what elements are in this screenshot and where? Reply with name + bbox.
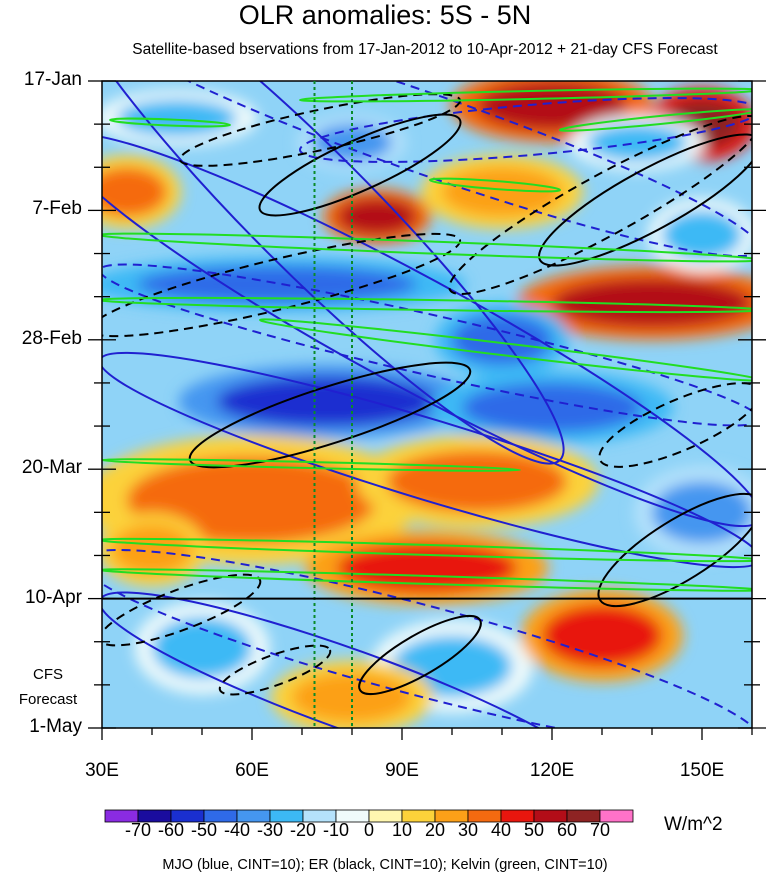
chart-title: OLR anomalies: 5S - 5N [238, 0, 532, 30]
olr-blob [292, 672, 412, 722]
x-tick-label: 120E [529, 760, 575, 781]
x-tick-label: 90E [385, 760, 419, 781]
er-contour [358, 614, 482, 696]
kelvin-contour [102, 568, 752, 592]
y-tick-label: 10-Apr [24, 586, 82, 608]
er-contour [597, 492, 752, 608]
colorbar-label: -30 [256, 820, 283, 840]
colorbar-label: -60 [157, 820, 184, 840]
olr-blob [112, 524, 192, 574]
mjo-contour [102, 81, 752, 258]
colorbar-label: 10 [391, 820, 413, 840]
chart-subtitle: Satellite-based bservations from 17-Jan-… [132, 41, 718, 58]
er-contour [258, 113, 462, 217]
kelvin-contour [108, 117, 232, 128]
er-contour [102, 232, 462, 338]
olr-anomaly-field [102, 81, 752, 728]
colorbar-swatch [599, 809, 634, 823]
y-tick-label: 7-Feb [32, 198, 82, 220]
colorbar-label: 70 [589, 820, 611, 840]
olr-blob [102, 167, 167, 217]
x-tick-label: 60E [235, 760, 269, 781]
olr-blob [477, 81, 627, 131]
mjo-contour [298, 97, 752, 163]
colorbar-label: 60 [556, 820, 578, 840]
er-contour [448, 115, 752, 295]
colorbar-label: -20 [289, 820, 316, 840]
colorbar-units: W/m^2 [664, 814, 723, 835]
olr-blob [137, 265, 417, 303]
olr-blob [662, 210, 742, 260]
kelvin-contour [102, 458, 522, 472]
olr-blob [462, 382, 642, 433]
mjo-contour [102, 351, 752, 569]
olr-blob [552, 278, 752, 328]
forecast-label-line-2: Forecast [18, 691, 78, 708]
kelvin-contour [258, 318, 752, 382]
kelvin-contour [428, 177, 562, 193]
colorbar-label: 40 [490, 820, 512, 840]
kelvin-contour [102, 296, 752, 314]
kelvin-contour [299, 87, 752, 103]
er-contour [598, 382, 752, 468]
y-tick-label: 28-Feb [21, 327, 82, 349]
colorbar-label: 20 [424, 820, 446, 840]
y-tick-label: 17-Jan [23, 69, 82, 90]
olr-blob [217, 376, 437, 427]
x-tick-label: 150E [679, 760, 725, 781]
mjo-contour [102, 132, 752, 528]
olr-blob [337, 198, 417, 236]
olr-blob [587, 124, 687, 162]
colorbar-label: 0 [363, 820, 374, 840]
plot-frame [101, 80, 753, 729]
colorbar-label: -10 [322, 820, 349, 840]
er-contour [538, 133, 752, 267]
olr-blob [542, 604, 662, 667]
contour-legend-footnote: MJO (blue, CINT=10); ER (black, CINT=10)… [162, 857, 608, 873]
olr-blob [152, 617, 252, 679]
wave-contours [102, 81, 752, 728]
colorbar-label: -50 [190, 820, 217, 840]
x-tick-label: 30E [85, 760, 119, 781]
er-contour [102, 573, 262, 647]
kelvin-contour [558, 108, 752, 132]
forecast-label-line-1: CFS [33, 666, 63, 683]
colorbar-label: 50 [523, 820, 545, 840]
axes [88, 80, 766, 740]
kelvin-contour [102, 232, 752, 263]
kelvin-contour [102, 537, 752, 563]
colorbar-label: -70 [124, 820, 151, 840]
er-contour [218, 644, 332, 696]
mjo-contour [102, 549, 752, 728]
colorbar-label: -40 [223, 820, 250, 840]
y-tick-label: 1-May [29, 716, 82, 737]
mjo-contour [102, 263, 752, 427]
colorbar-label: 30 [457, 820, 479, 840]
y-tick-label: 20-Mar [21, 457, 82, 479]
